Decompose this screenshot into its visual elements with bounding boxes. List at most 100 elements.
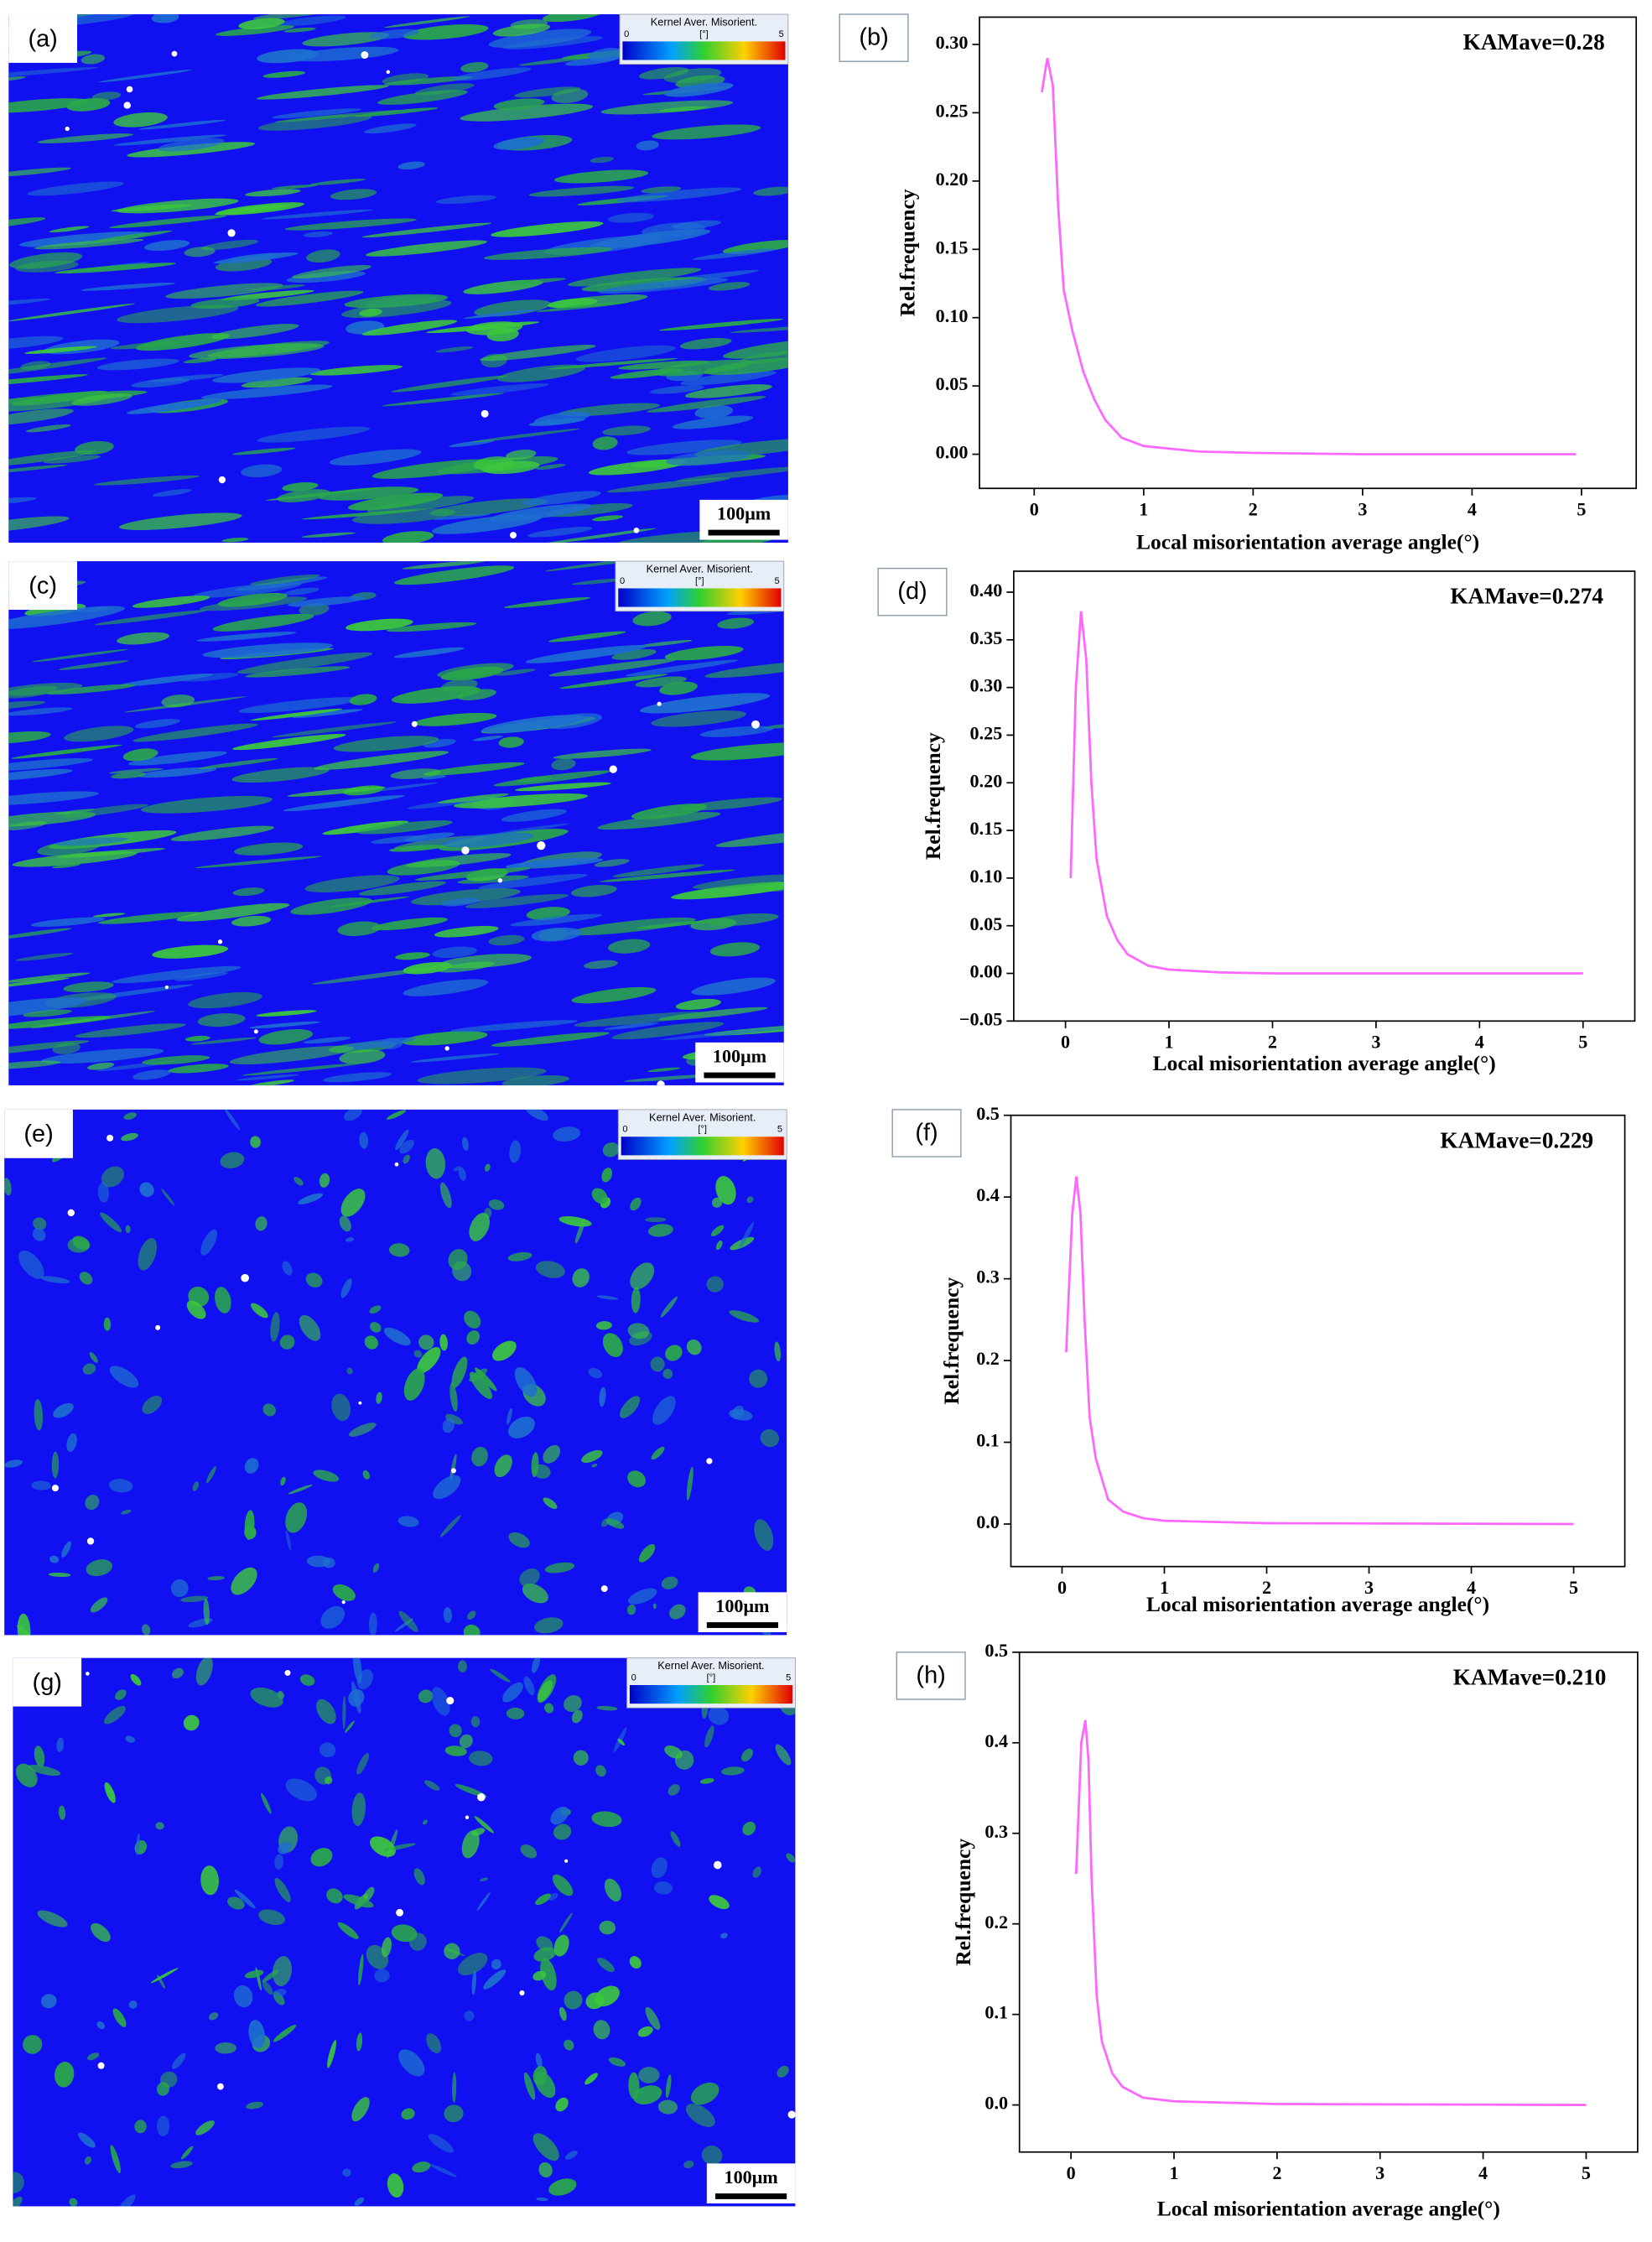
map-grain (550, 1806, 569, 1825)
map-grain (626, 440, 742, 455)
map-grain (258, 1909, 286, 1926)
map-grain (459, 1734, 473, 1749)
map-speck (241, 1273, 249, 1282)
map-grain (285, 1530, 292, 1552)
map-grain (258, 1029, 314, 1045)
map-grain (356, 2032, 363, 2052)
map-grain (595, 1321, 612, 1330)
panel-label-box (839, 13, 909, 62)
map-grain (620, 1396, 641, 1418)
y-tick-label: 0.3 (984, 1821, 1008, 1842)
x-tick-label: 2 (1268, 1032, 1277, 1053)
map-speck (444, 1046, 449, 1051)
map-grain (591, 1811, 622, 1828)
x-tick-label: 5 (1577, 499, 1586, 520)
map-grain (444, 2104, 464, 2123)
map-grain (30, 917, 106, 927)
map-grain (249, 284, 306, 291)
map-grain (387, 1829, 398, 1859)
map-grain (272, 1956, 292, 1987)
map-grain (639, 693, 771, 714)
map-grain (359, 881, 446, 896)
map-grain (250, 1687, 283, 1708)
map-grain (326, 1888, 343, 1904)
map-grain (9, 252, 83, 269)
map-grain (8, 997, 87, 1018)
map-grain (661, 1576, 678, 1589)
map-grain (92, 913, 126, 918)
x-tick-label: 0 (1061, 1032, 1070, 1053)
map-grain (272, 721, 397, 738)
y-tick-label: 0.0 (984, 2093, 1008, 2114)
map-grain (474, 299, 552, 317)
map-grain (81, 282, 176, 291)
map-grain (255, 1216, 268, 1231)
plot-frame (979, 16, 1638, 490)
map-speck (510, 532, 517, 539)
map-grain (245, 189, 301, 197)
x-tick-label: 2 (1272, 2162, 1281, 2183)
map-grain (710, 1225, 725, 1236)
map-grain (439, 1334, 448, 1351)
map-grain (602, 1142, 620, 1157)
map-speck (341, 1600, 345, 1605)
map-grain (380, 1038, 403, 1050)
map-grain (471, 1970, 476, 1995)
map-grain (183, 357, 217, 364)
map-grain (248, 1079, 294, 1085)
map-grain (227, 1896, 245, 1910)
map-grain (686, 1466, 694, 1501)
map-grain (4, 1178, 12, 1196)
map-grain (370, 29, 419, 39)
map-grain (24, 346, 97, 354)
map-grain (749, 1369, 768, 1388)
map-grain (552, 1874, 574, 1896)
map-grain (488, 1199, 505, 1210)
map-grain (262, 209, 373, 220)
map-grain (355, 107, 439, 117)
map-grain (30, 1011, 156, 1028)
map-grain (611, 1022, 725, 1040)
map-grain (18, 231, 149, 247)
map-grain (551, 758, 576, 771)
map-grain (415, 867, 532, 881)
map-speck (227, 229, 236, 237)
map-grain (351, 1792, 366, 1826)
y-tick-label: 0.5 (976, 1103, 1000, 1124)
x-tick-label: 0 (1030, 499, 1039, 520)
map-grain (690, 2082, 720, 2105)
map-grain (8, 685, 58, 699)
map-grain (507, 278, 566, 285)
map-grain (691, 977, 776, 996)
map-grain (564, 2039, 574, 2051)
map-grain (337, 1922, 359, 1939)
map-grain (433, 1475, 461, 1500)
map-grain (729, 1310, 759, 1323)
map-grain (411, 887, 521, 906)
map-grain (280, 1476, 286, 1486)
map-grain (638, 1543, 656, 1563)
map-grain (58, 660, 129, 670)
x-tick-label: 1 (1169, 2162, 1178, 2183)
map-grain (372, 1563, 380, 1573)
map-grain (592, 436, 618, 450)
map-grain (660, 1026, 784, 1041)
map-grain (365, 240, 488, 257)
map-grain (425, 1147, 446, 1179)
map-grain (467, 1610, 476, 1620)
y-tick-label: 0.05 (970, 913, 1003, 934)
map-grain (112, 2008, 127, 2027)
map-grain (527, 527, 593, 538)
map-grain (229, 1045, 355, 1065)
map-grain (246, 2101, 264, 2109)
map-grain (213, 252, 299, 264)
map-grain (320, 1605, 345, 1629)
map-grain (491, 221, 604, 237)
map-grain (567, 917, 696, 936)
map-grain (20, 361, 51, 370)
map-grain (657, 2099, 678, 2115)
map-grain (531, 927, 582, 942)
map-grain (731, 1405, 745, 1420)
chart: 0 1 2 3 4 5 −0.05 0.00 0.05 0.10 0.15 0.20 0.25 0.30 0… (877, 567, 1636, 1075)
map-grain (244, 1458, 259, 1474)
